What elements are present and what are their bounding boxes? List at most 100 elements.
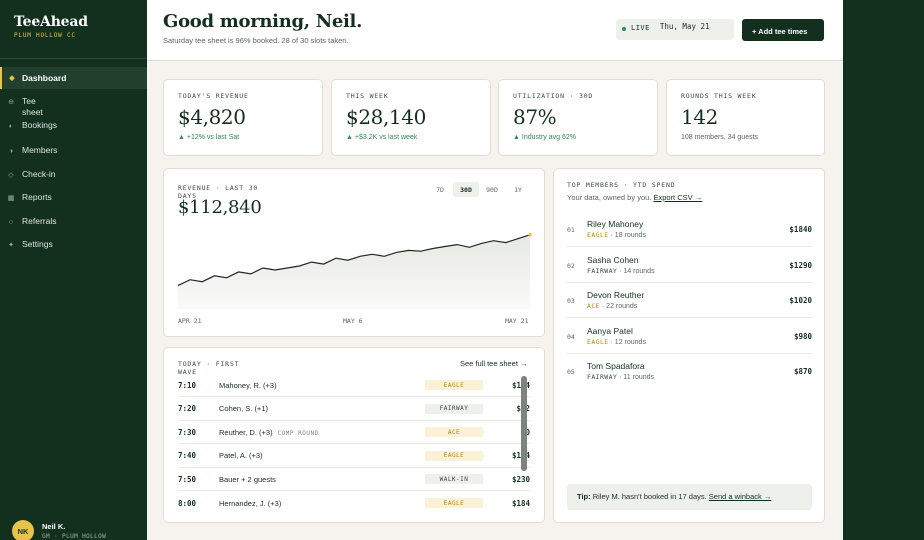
member-row[interactable]: 03 Devon Reuther ACE · 22 rounds $1020 — [567, 283, 812, 318]
booking-amount: $184 — [483, 381, 530, 390]
tier-badge: EAGLE — [425, 498, 483, 508]
member-spend: $980 — [793, 331, 812, 341]
export-csv-link[interactable]: Export CSV → — [653, 193, 703, 202]
member-row[interactable]: 02 Sasha Cohen FAIRWAY · 14 rounds $1290 — [567, 248, 812, 283]
member-meta: FAIRWAY · 11 rounds — [587, 373, 654, 381]
scrollbar[interactable] — [521, 376, 527, 471]
tier-badge: WALK-IN — [425, 474, 483, 484]
range-1y[interactable]: 1Y — [514, 185, 522, 194]
half-circle-icon: ◐ — [8, 123, 14, 130]
full-tee-sheet-link[interactable]: See full tee sheet → — [460, 359, 528, 368]
sidebar-item-bookings[interactable]: ◐ Bookings — [0, 120, 147, 132]
main-content: Good morning, Neil. Saturday tee sheet i… — [147, 0, 843, 540]
brand-name: TeeAhead — [14, 14, 88, 30]
member-rounds: · 22 rounds — [601, 303, 638, 310]
member-tier: ACE — [587, 302, 600, 310]
brand: TeeAhead PLUM HOLLOW CC — [0, 0, 147, 39]
kpi-value: 142 — [681, 105, 718, 129]
member-name: Riley Mahoney — [587, 219, 644, 229]
tee-time: 7:10 — [178, 380, 197, 390]
chart-title: REVENUE · LAST 30 DAYS — [178, 184, 259, 200]
sidebar-item-reports[interactable]: ▦ Reports — [0, 192, 147, 204]
top-members-card: TOP MEMBERS · YTD SPEND Your data, owned… — [553, 168, 825, 523]
sidebar-item-check-in[interactable]: ◇ Check-in — [0, 169, 147, 181]
player-name: Cohen, S. (+1) — [219, 404, 425, 413]
diamond-outline-icon: ◇ — [8, 172, 14, 179]
top-members-title: TOP MEMBERS · YTD SPEND — [567, 181, 676, 189]
member-tier: EAGLE — [587, 231, 609, 239]
member-tier: EAGLE — [587, 337, 609, 346]
member-rounds: · 18 rounds — [610, 232, 646, 239]
range-7d[interactable]: 7D — [436, 185, 444, 194]
kpi-label: THIS WEEK — [346, 92, 389, 100]
revenue-line — [177, 234, 531, 287]
tee-time: 7:30 — [178, 427, 197, 437]
sidebar-item-label: Reports — [22, 192, 52, 202]
user-role: GM · PLUM HOLLOW — [42, 533, 107, 540]
tee-time-row[interactable]: 8:00 Hernandez, J. (+3) EAGLE $184 — [178, 492, 530, 515]
tee-sheet-card: TODAY · FIRST WAVE See full tee sheet → … — [163, 347, 545, 523]
sidebar-item-settings[interactable]: ✦ Settings — [0, 239, 147, 251]
subtitle-text: Your data, owned by you. — [567, 193, 652, 202]
sidebar-item-tee-sheet[interactable]: ⊖ Tee sheet — [0, 96, 147, 118]
x-tick-label: APR 21 — [178, 317, 202, 325]
tip-banner: Tip: Riley M. hasn't booked in 17 days. … — [567, 484, 812, 510]
sidebar-item-dashboard[interactable]: ◆ Dashboard — [0, 67, 147, 89]
tip-text: Riley M. hasn't booked in 17 days. — [592, 492, 707, 501]
tee-time: 7:50 — [178, 474, 197, 484]
send-winback-link[interactable]: Send a winback → — [708, 492, 772, 501]
player-name: Mahoney, R. (+3) — [219, 381, 425, 390]
tee-time-row[interactable]: 7:10 Mahoney, R. (+3) EAGLE$184 — [178, 374, 530, 397]
sidebar-divider — [0, 58, 147, 59]
range-90d[interactable]: 90D — [486, 185, 498, 194]
booking-amount: $184 — [511, 498, 530, 508]
club-name: PLUM HOLLOW CC — [14, 32, 76, 39]
x-tick-label: MAY 21 — [505, 317, 529, 325]
member-row[interactable]: 05 Tom Spadafora FAIRWAY · 11 rounds $870 — [567, 354, 812, 389]
range-selector: 7D 30D 90D 1Y — [427, 182, 531, 197]
member-spend: $1840 — [789, 225, 812, 234]
member-rank: 01 — [567, 226, 575, 234]
tee-time-row[interactable]: 7:50 Bauer + 2 guests WALK-IN $230 — [178, 468, 530, 491]
page-title: Good morning, Neil. — [163, 11, 363, 32]
user-profile[interactable]: NK Neil K. GM · PLUM HOLLOW — [12, 520, 106, 540]
page-subtitle: Saturday tee sheet is 96% booked. 28 of … — [163, 36, 349, 45]
sidebar-item-label: Referrals — [22, 216, 57, 226]
kpi-label: ROUNDS THIS WEEK — [681, 92, 757, 100]
sidebar-item-members[interactable]: ◑ Members — [0, 145, 147, 157]
kpi-trend: ▲ +12% vs last Sat — [178, 134, 240, 141]
member-spend: $1290 — [789, 260, 812, 270]
add-tee-times-button[interactable]: + Add tee times — [742, 19, 824, 41]
tip-label: Tip: — [577, 492, 591, 501]
member-rank: 02 — [567, 261, 575, 270]
member-rounds: · 11 rounds — [619, 374, 655, 381]
grid-icon: ▦ — [7, 195, 15, 202]
top-members-subtitle: Your data, owned by you. Export CSV → — [567, 193, 702, 202]
sidebar-item-label: Check-in — [22, 169, 56, 179]
sidebar: TeeAhead PLUM HOLLOW CC ◆ Dashboard ⊖ Te… — [0, 0, 147, 540]
member-name: Aanya Patel — [587, 325, 633, 336]
sidebar-item-referrals[interactable]: ○ Referrals — [0, 216, 147, 228]
member-rank: 04 — [567, 332, 575, 341]
round-note: COMP ROUND — [277, 429, 319, 437]
tier-badge: FAIRWAY — [425, 403, 483, 414]
player-name: Hernandez, J. (+3) — [219, 499, 425, 508]
sidebar-item-label: Members — [22, 145, 58, 155]
kpi-label: TODAY'S REVENUE — [178, 92, 249, 100]
tee-time-row[interactable]: 7:40 Patel, A. (+3) EAGLE$184 — [178, 445, 530, 468]
member-name: Devon Reuther — [587, 290, 645, 300]
player-name-text: Bauer + 2 guests — [219, 474, 276, 484]
member-row[interactable]: 01 Riley Mahoney EAGLE · 18 rounds $1840 — [567, 212, 812, 247]
member-row[interactable]: 04 Aanya Patel EAGLE · 12 rounds $980 — [567, 319, 812, 354]
range-30d[interactable]: 30D — [453, 182, 479, 197]
revenue-chart-card: REVENUE · LAST 30 DAYS $112,840 7D 30D 9… — [163, 168, 545, 337]
user-name: Neil K. — [42, 522, 66, 531]
kpi-value: $4,820 — [178, 105, 246, 129]
kpi-note: 108 members, 34 guests — [681, 134, 759, 141]
kpi-value: 87% — [513, 105, 557, 129]
revenue-total: $112,840 — [178, 197, 262, 218]
member-name: Tom Spadafora — [587, 361, 645, 371]
sparkle-icon: ✦ — [8, 242, 14, 249]
